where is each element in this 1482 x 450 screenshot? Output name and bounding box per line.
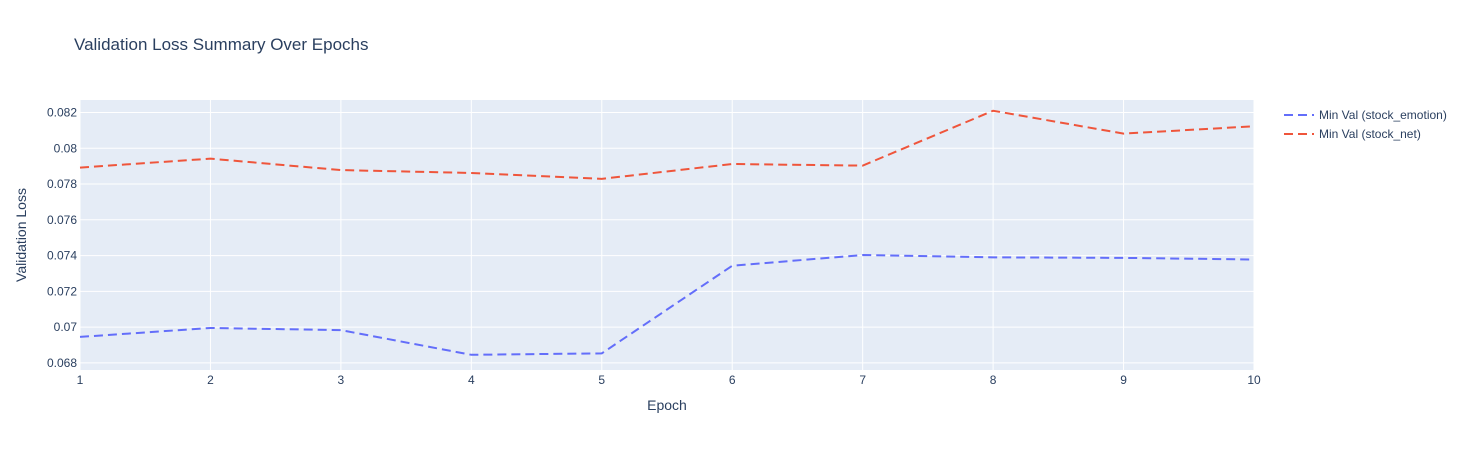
y-axis-title: Validation Loss [13, 188, 29, 282]
x-axis-title: Epoch [647, 397, 687, 413]
x-tick-label: 8 [990, 373, 997, 387]
y-tick-label: 0.07 [54, 320, 78, 334]
x-tick-label: 9 [1120, 373, 1127, 387]
x-tick-label: 4 [468, 373, 475, 387]
plot-area [80, 100, 1254, 370]
legend-label: Min Val (stock_net) [1319, 127, 1421, 141]
y-tick-label: 0.08 [54, 141, 78, 155]
series-line-2[interactable] [79, 109, 1255, 180]
y-tick-label: 0.076 [47, 213, 77, 227]
legend-item-2[interactable]: Min Val (stock_net) [1284, 127, 1421, 141]
chart-title: Validation Loss Summary Over Epochs [74, 35, 368, 54]
y-tick-label: 0.082 [47, 106, 77, 120]
y-tick-label: 0.078 [47, 177, 77, 191]
x-axis-ticks: 1 2 3 4 5 6 7 8 9 10 [77, 373, 1261, 387]
x-tick-label: 1 [77, 373, 84, 387]
x-tick-label: 2 [207, 373, 214, 387]
legend-item-1[interactable]: Min Val (stock_emotion) [1284, 108, 1447, 122]
series-line-1[interactable] [79, 254, 1255, 356]
y-axis-ticks: 0.068 0.07 0.072 0.074 0.076 0.078 0.08 0.082 [47, 106, 77, 370]
x-tick-label: 10 [1247, 373, 1261, 387]
x-tick-label: 5 [598, 373, 605, 387]
y-tick-label: 0.068 [47, 356, 77, 370]
legend[interactable]: Min Val (stock_emotion) Min Val (stock_ne… [1284, 108, 1447, 141]
grid-lines [79, 100, 1255, 370]
legend-label: Min Val (stock_emotion) [1319, 108, 1447, 122]
x-tick-label: 6 [729, 373, 736, 387]
series-lines [79, 109, 1255, 356]
x-tick-label: 7 [859, 373, 866, 387]
y-tick-label: 0.072 [47, 284, 77, 298]
y-tick-label: 0.074 [47, 249, 77, 263]
x-tick-label: 3 [338, 373, 345, 387]
